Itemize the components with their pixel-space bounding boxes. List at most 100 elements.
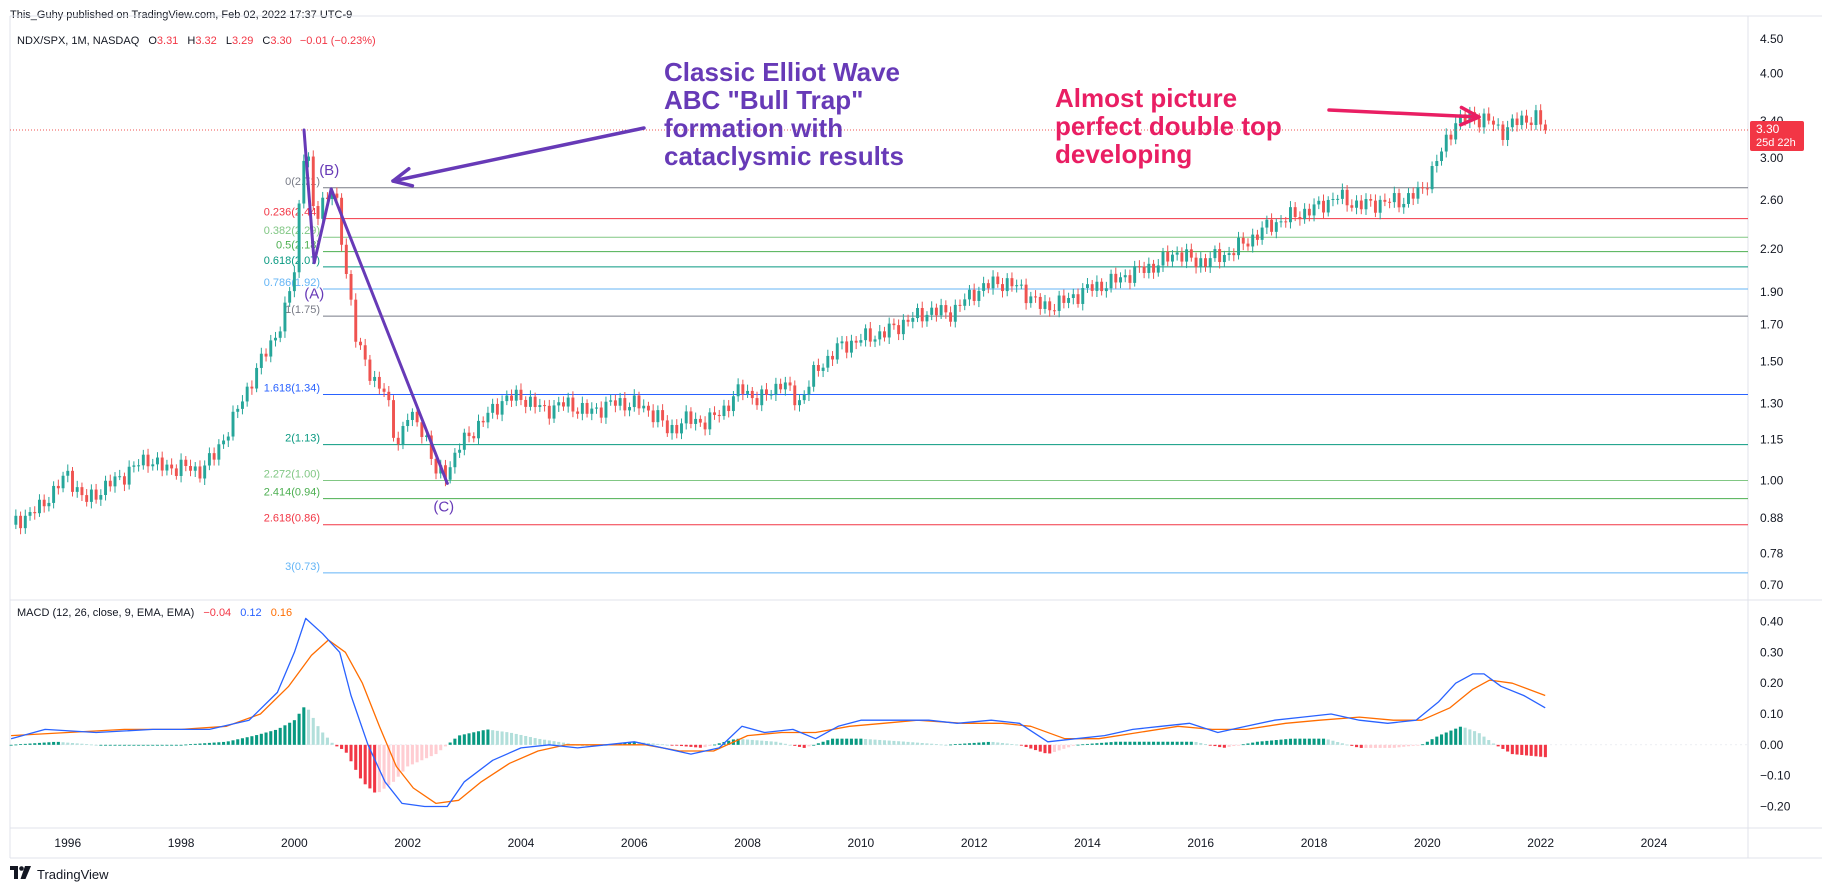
macd-hist-bar: [358, 744, 363, 779]
candle-body: [240, 401, 244, 409]
macd-hist-bar: [52, 741, 56, 745]
macd-hist-bar: [255, 735, 259, 745]
candle-body: [330, 193, 334, 199]
macd-hist-bar: [1539, 744, 1543, 757]
macd-hist-bar: [193, 743, 197, 745]
macd-hist-bar: [486, 729, 490, 745]
macd-hist-bar: [415, 744, 419, 763]
macd-hist-bar: [1142, 741, 1146, 745]
time-axis-tick: 1996: [54, 836, 81, 850]
macd-hist-bar: [864, 738, 868, 745]
candle-body: [1109, 273, 1113, 289]
macd-hist-bar: [802, 744, 806, 748]
macd-hist-bar: [882, 740, 887, 745]
macd-hist-bar: [155, 744, 160, 746]
candle-body: [793, 385, 797, 406]
macd-hist-bar: [264, 732, 268, 745]
candle-body: [713, 412, 716, 415]
tradingview-footer[interactable]: TradingView: [10, 866, 109, 882]
candle-body: [963, 299, 967, 306]
macd-hist-bar: [387, 744, 391, 786]
macd-hist-bar: [335, 744, 339, 747]
double-top-annotation[interactable]: Almost picture perfect double top develo…: [1055, 83, 1282, 169]
macd-hist-bar: [1288, 738, 1292, 745]
candle-body: [1034, 296, 1038, 298]
candle-body: [1407, 193, 1410, 204]
candle-body: [250, 386, 254, 389]
macd-hist-bar: [37, 742, 41, 745]
price-axis-tick: 1.00: [1760, 473, 1784, 487]
candle-body: [1241, 237, 1245, 244]
macd-hist-bar: [288, 722, 292, 745]
candle-body: [165, 464, 169, 471]
macd-hist-bar: [845, 738, 849, 745]
macd-hist-bar: [132, 744, 136, 746]
candle-body: [1416, 187, 1420, 199]
candle-body: [576, 411, 580, 414]
candle-body: [1322, 200, 1325, 213]
macd-hist-bar: [727, 740, 731, 745]
double-top-arrow-head: [1458, 105, 1481, 127]
macd-hist-bar: [363, 744, 367, 785]
candle-body: [722, 405, 726, 417]
macd-hist-bar: [1015, 744, 1019, 746]
symbol-legend: NDX/SPX, 1M, NASDAQ O3.31 H3.32 L3.29 C3…: [17, 35, 376, 47]
macd-hist-bar: [646, 743, 650, 745]
macd-hist-bar: [236, 739, 240, 745]
macd-hist-bar: [953, 744, 957, 745]
macd-hist-bar: [1100, 742, 1104, 745]
time-axis-tick: 2002: [394, 836, 421, 850]
candle-body: [1170, 254, 1174, 262]
candle-body: [1525, 115, 1528, 123]
macd-hist-bar: [746, 739, 750, 745]
candle-body: [401, 426, 405, 445]
candle-body: [94, 489, 98, 500]
macd-hist-bar: [391, 744, 396, 782]
elliot-wave-annotation[interactable]: Classic Elliot Wave ABC "Bull Trap" form…: [664, 57, 904, 171]
macd-hist-bar: [963, 743, 967, 745]
candle-body: [1123, 275, 1127, 278]
fib-level-label: 0.382(2.29): [264, 225, 320, 237]
candle-body: [646, 405, 650, 411]
candle-body: [703, 422, 707, 430]
candle-body: [684, 411, 688, 424]
publisher-header: This_Guhy published on TradingView.com, …: [10, 9, 353, 21]
macd-title[interactable]: MACD (12, 26, close, 9, EMA, EMA): [17, 607, 195, 619]
candle-body: [628, 407, 632, 411]
symbol-name[interactable]: NDX/SPX, 1M, NASDAQ: [17, 35, 140, 47]
candle-body: [415, 411, 419, 423]
candle-body: [1482, 113, 1486, 128]
fib-level-label: 0.618(2.07): [264, 255, 320, 267]
candle-body: [892, 323, 896, 326]
time-axis-tick: 2022: [1527, 836, 1554, 850]
macd-hist-bar: [1019, 744, 1023, 746]
candle-body: [816, 365, 820, 371]
candle-body: [1477, 119, 1481, 128]
candle-body: [708, 412, 712, 430]
macd-hist-bar: [1062, 744, 1066, 749]
chart-canvas[interactable]: 0.70 0.78 0.88 1.00 1.15 1.30 1.50 1.70 1.90 2.20…: [0, 0, 1822, 862]
candle-body: [1529, 122, 1533, 125]
macd-hist-bar: [1529, 744, 1533, 756]
macd-hist-bar: [1411, 744, 1415, 746]
candle-body: [146, 454, 150, 467]
candle-body: [217, 444, 221, 460]
candle-body: [1038, 296, 1042, 309]
tradingview-logo-icon: [10, 866, 32, 882]
candle-body: [392, 400, 395, 438]
candle-body: [1331, 198, 1335, 200]
macd-hist-bar: [198, 743, 202, 745]
candle-body: [821, 367, 825, 371]
macd-hist-bar: [481, 730, 485, 745]
candle-body: [1435, 161, 1439, 167]
time-axis-tick: 2006: [621, 836, 648, 850]
candle-body: [1137, 266, 1141, 268]
time-axis-tick: 2008: [734, 836, 761, 850]
candle-body: [680, 423, 683, 434]
macd-hist-bar: [104, 744, 108, 746]
candle-body: [1057, 295, 1061, 311]
macd-hist-bar: [712, 744, 717, 746]
open-value: 3.31: [156, 35, 179, 47]
candle-body: [1128, 275, 1132, 283]
macd-hist-bar: [524, 735, 528, 745]
